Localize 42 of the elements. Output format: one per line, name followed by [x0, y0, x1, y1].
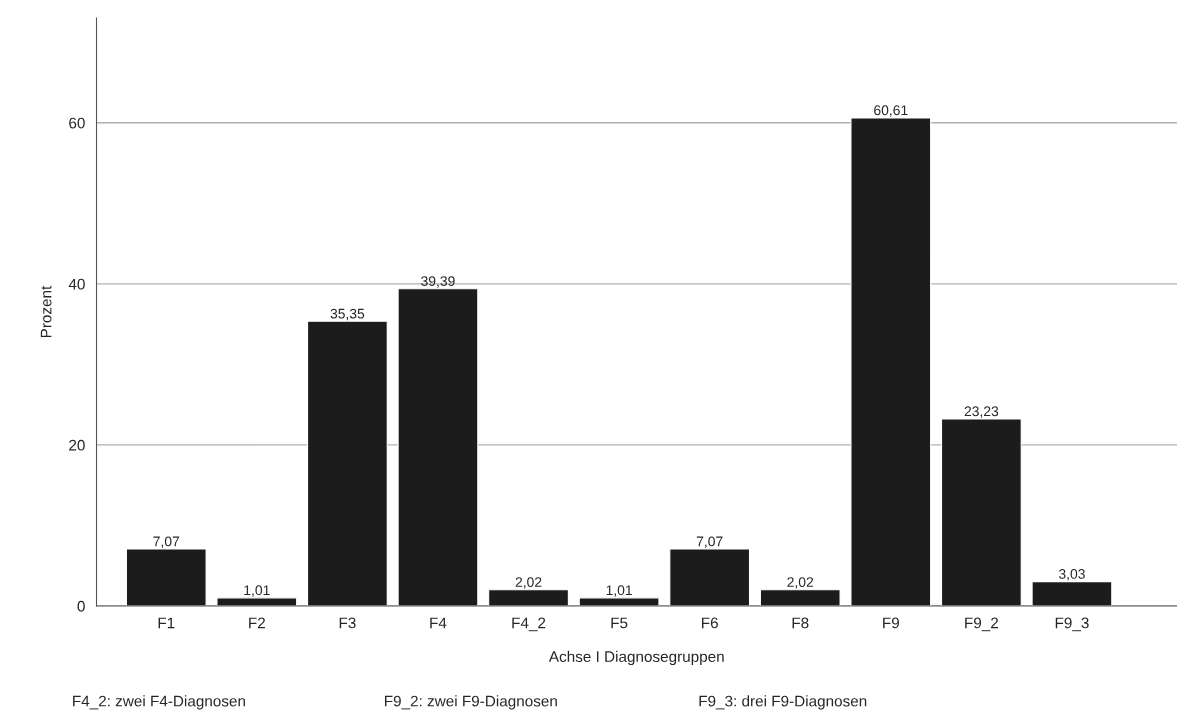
x-tick-label: F5: [611, 617, 628, 629]
data-label: 2,02: [787, 577, 814, 589]
bar: [578, 597, 660, 606]
x-tick-label: F9_2: [965, 617, 999, 632]
x-tick-label: F2: [249, 617, 265, 629]
y-tick-label: 40: [68, 278, 85, 290]
data-label: 7,07: [153, 536, 180, 548]
bar: [488, 589, 569, 606]
x-tick-label: F9_3: [1055, 617, 1089, 632]
x-tick-label: F8: [792, 617, 809, 629]
y-tick-label: 60: [69, 117, 85, 129]
data-label: 3,03: [1058, 569, 1085, 581]
x-tick-label: F6: [702, 617, 718, 629]
data-label: 1,01: [244, 585, 270, 597]
data-label: 2,02: [515, 577, 542, 589]
bar: [669, 548, 751, 606]
data-label: 23,23: [964, 406, 999, 418]
x-tick-label: F9: [883, 617, 899, 629]
data-label: 39,39: [421, 276, 455, 288]
y-tick-label: 0: [77, 600, 85, 612]
bar: [306, 320, 388, 606]
data-label: 1,01: [606, 585, 632, 597]
bar: [216, 597, 298, 606]
y-tick-label: 20: [69, 439, 85, 451]
x-tick-label: F3: [339, 617, 356, 629]
bar: [397, 288, 479, 606]
x-axis-title: Achse I Diagnosegruppen: [548, 650, 724, 666]
bar: [850, 117, 932, 606]
bar: [759, 589, 841, 606]
data-label: 60,61: [874, 105, 908, 117]
bar: [1031, 581, 1113, 606]
data-label: 35,35: [330, 308, 365, 321]
x-tick-label: F1: [158, 617, 175, 629]
x-tick-label: F4_2: [512, 617, 546, 632]
text: F9_2: zwei F9-Diagnosen: [385, 695, 557, 710]
bar: [125, 548, 207, 606]
text: F9_3: drei F9-Diagnosen: [699, 695, 867, 710]
bar: [940, 418, 1022, 606]
x-tick-label: F4: [430, 617, 447, 629]
y-axis-title: Prozent: [40, 285, 52, 338]
text: F4_2: zwei F4-Diagnosen: [73, 695, 245, 710]
data-label: 7,07: [696, 536, 723, 548]
